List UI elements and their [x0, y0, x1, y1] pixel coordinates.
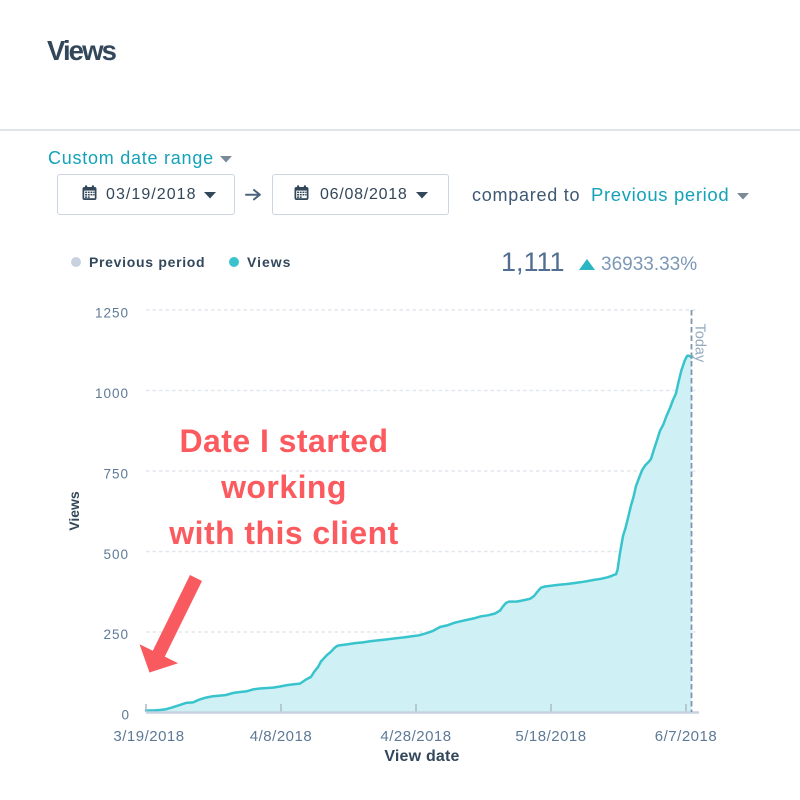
svg-text:4/28/2018: 4/28/2018	[380, 728, 451, 745]
svg-text:working: working	[220, 469, 347, 505]
svg-text:500: 500	[103, 547, 129, 562]
svg-text:3/19/2018: 3/19/2018	[113, 728, 184, 745]
svg-text:Today: Today	[692, 324, 708, 363]
svg-text:1250: 1250	[95, 306, 129, 321]
svg-text:1000: 1000	[95, 386, 129, 401]
svg-text:4/8/2018: 4/8/2018	[250, 728, 312, 745]
svg-text:6/7/2018: 6/7/2018	[655, 728, 717, 745]
svg-text:Date I started: Date I started	[179, 423, 388, 459]
svg-text:with this client: with this client	[168, 515, 398, 551]
svg-text:5/18/2018: 5/18/2018	[515, 728, 586, 745]
svg-text:750: 750	[103, 467, 129, 482]
svg-text:0: 0	[121, 708, 130, 723]
svg-text:250: 250	[103, 627, 129, 642]
svg-text:View date: View date	[384, 748, 459, 765]
svg-text:Views: Views	[66, 491, 82, 531]
